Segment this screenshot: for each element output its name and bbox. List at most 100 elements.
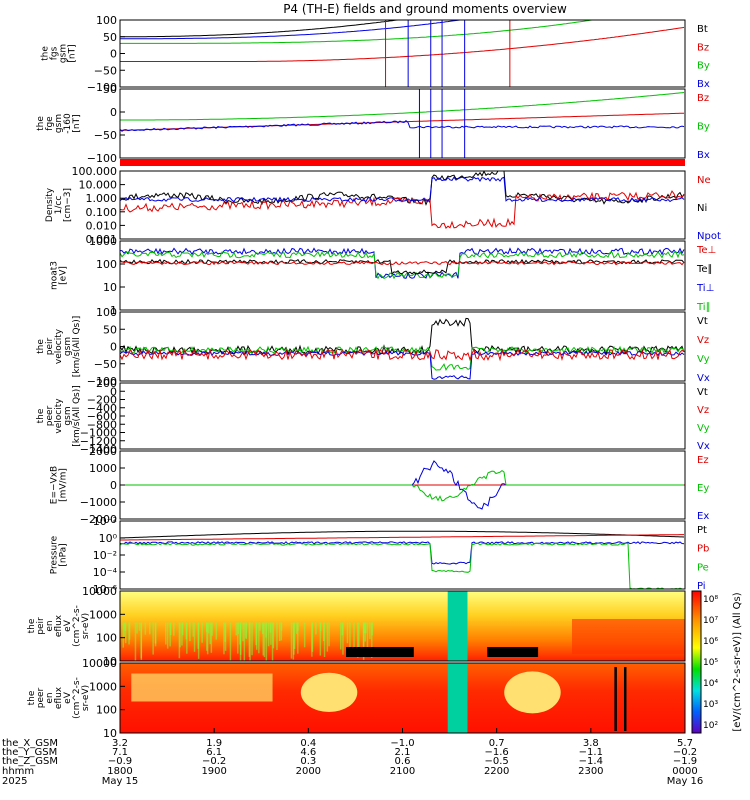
spectrogram-streak (349, 622, 351, 650)
spectrogram-streak (280, 622, 283, 641)
series-Vt (120, 317, 685, 356)
spectrogram-streak (362, 622, 365, 647)
spectrogram-streak (210, 622, 213, 653)
x-tick-label: 3.8 (583, 738, 599, 749)
series-Ne (120, 190, 685, 229)
spectrogram-streak (235, 622, 237, 636)
y-axis-label: the peir en eflux eV (cm^2-s-sr-eV) (27, 605, 91, 647)
y-axis-label: Pressure [nPa] (50, 535, 69, 574)
y-axis-label: the peir velocity gsm [km/s(All Qs)] (36, 316, 82, 378)
spectrogram-dropout (487, 647, 539, 657)
x-axis-row-label: the_X_GSM (2, 738, 58, 749)
x-tick-label: 0.3 (300, 756, 316, 767)
spectrogram-streak (293, 622, 295, 655)
series-Ti-par (120, 250, 685, 280)
x-axis-row-label: the_Y_GSM (2, 747, 57, 758)
y-tick-label: −600 (87, 410, 117, 423)
y-axis-label-line: 1/cc (54, 196, 64, 215)
panel-efield: 2000 1000 0 −1000 −2000 E=−VxB [mV/m] Ez Ey Ex (50, 445, 710, 526)
spectrogram-region (572, 619, 685, 654)
legend-Ey: Ey (697, 483, 709, 494)
fgs_gsm-lines (120, 20, 685, 87)
spectrogram-streak (303, 622, 306, 648)
y-tick-label: 0 (110, 479, 117, 492)
spectrogram-streak (328, 622, 330, 647)
spectrogram-streak (296, 622, 298, 634)
y-tick-label: 0 (110, 48, 117, 61)
spectrogram-streak (165, 622, 167, 645)
y-tick-label: 10 (103, 655, 117, 668)
colorbar-tick-label: 10² (703, 721, 718, 731)
spectrogram-streak (237, 622, 239, 654)
spectrogram-streak (276, 622, 278, 650)
spectrogram-streak (224, 622, 226, 642)
y-axis-label: the peer velocity gsm [km/s(All Qs)] (36, 385, 82, 447)
y-axis-label-line: peer (36, 687, 46, 708)
y-axis-label-line: [mV/m] (59, 468, 69, 502)
x-tick-label: 2200 (484, 766, 509, 777)
y-tick-label: 0 (110, 106, 117, 119)
spectrogram-streak (263, 622, 266, 658)
chart-title: P4 (TH-E) fields and ground moments over… (283, 2, 567, 16)
y-axis-label-line: en (45, 692, 55, 703)
series-Vx (120, 350, 685, 380)
spectrogram-streak (223, 622, 225, 655)
series-Te-perp (120, 260, 685, 266)
spectrogram-streak (265, 622, 268, 661)
legend-Pe: Pe (697, 562, 709, 573)
y-tick-label: 1000 (89, 462, 117, 475)
y-tick-label: 0 (110, 341, 117, 354)
spectrogram-streak (215, 622, 218, 640)
y-axis-label: the fgs gsm [nT] (41, 44, 78, 63)
y-tick-label: −100 (87, 152, 117, 165)
legend-Bz: Bz (697, 93, 709, 104)
legend-Ez: Ez (697, 455, 709, 466)
spectrogram-streak (297, 622, 299, 654)
legend-Pi: Pi (697, 581, 706, 592)
y-tick-label: 50 (103, 31, 117, 44)
panel-frame (119, 590, 686, 662)
spectrogram-streak (267, 622, 270, 647)
legend-Vy: Vy (697, 354, 710, 365)
y-axis-label-line: en (45, 620, 55, 631)
y-axis-label-line: eV (63, 619, 73, 632)
legend-Npot: Npot (697, 231, 721, 242)
panel-pressure: 10⁻² 10⁰ 10⁻² 10⁻⁴ 10⁻⁶ Pressure [nPa] Pt Pb Pe Pi (50, 515, 710, 596)
x-tick-label: 2300 (578, 766, 603, 777)
legend-Ex: Ex (697, 511, 709, 522)
spectrogram-streak (297, 622, 299, 631)
panel-fgs_gsm: 100 50 0 −50 −100 the fgs gsm [nT] Bt Bz By Bx (41, 14, 710, 94)
panel-fge_gsm: 50 0 −50 −100 the fge gsm -160 [nT] Bz By Bx (36, 83, 710, 165)
x-axis-row-label: hhmm (2, 766, 34, 777)
x-tick-label: −0.2 (673, 747, 697, 758)
y-axis-label-line: [nT] (72, 114, 82, 132)
legend-Vx: Vx (697, 441, 710, 452)
spectrogram-streak (128, 622, 130, 645)
y-axis-label-line: gsm (63, 337, 73, 356)
y-axis-label-line: velocity (54, 398, 64, 434)
spectrogram-streak (256, 622, 258, 650)
legend-Vz: Vz (697, 335, 709, 346)
y-axis-label-line: velocity (54, 328, 64, 364)
y-tick-label: 10 (103, 281, 117, 294)
spectrogram-streak (201, 622, 203, 643)
y-tick-label: −400 (87, 402, 117, 415)
y-tick-label: 10 (103, 727, 117, 740)
spectrogram-streak (249, 622, 251, 661)
legend-Vt: Vt (697, 387, 708, 398)
spectrogram-streak (346, 622, 349, 644)
spectrogram-streak (197, 622, 199, 649)
panel-ion_spectrogram: 10000 1000 100 10 the peir en eflux eV (cm^2-s-sr… (27, 585, 686, 668)
y-tick-label: −800 (87, 418, 117, 431)
y-tick-label: 0.010 (86, 219, 118, 232)
spectrogram-streak (251, 622, 253, 656)
series-By (120, 20, 684, 44)
y-tick-label: −1000 (80, 427, 117, 440)
y-tick-label: 50 (103, 83, 117, 96)
series-Bx (120, 120, 685, 132)
y-axis-label: the fge gsm -160 [nT] (36, 113, 82, 134)
spectrogram-region (131, 673, 273, 702)
y-tick-label: −200 (87, 394, 117, 407)
spectrogram-streak (323, 622, 326, 657)
